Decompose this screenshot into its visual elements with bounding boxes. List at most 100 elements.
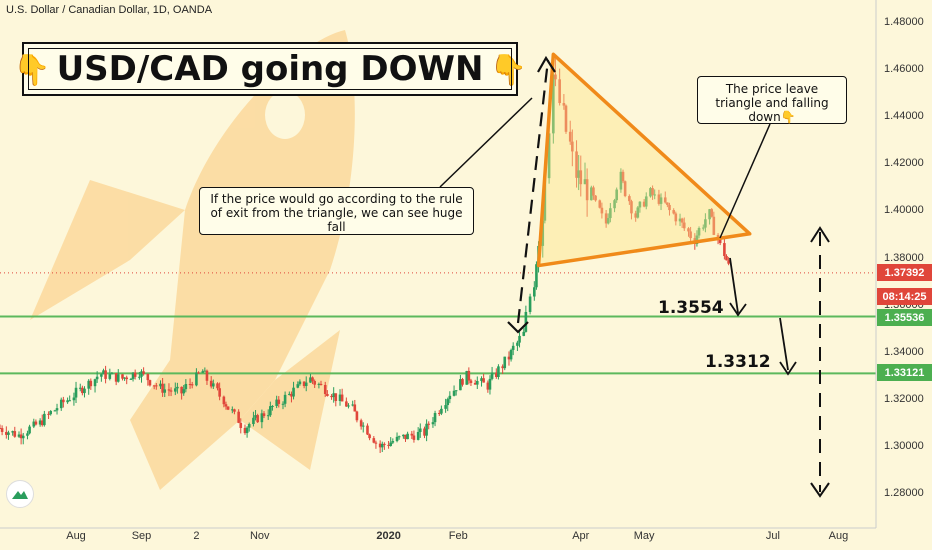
candle-body bbox=[446, 399, 450, 406]
candle-body bbox=[533, 287, 536, 297]
candle-body bbox=[524, 311, 528, 332]
candle-body bbox=[418, 428, 422, 432]
candle-body bbox=[330, 395, 333, 398]
candle-body bbox=[176, 386, 179, 389]
candle-body bbox=[340, 394, 344, 402]
candle-body bbox=[674, 213, 678, 222]
candle-body bbox=[600, 207, 604, 214]
candle-body bbox=[501, 366, 504, 369]
candle-body bbox=[142, 371, 145, 374]
candle-body bbox=[28, 426, 31, 434]
candle-body bbox=[288, 393, 291, 395]
arrow-to-level-1 bbox=[729, 257, 739, 314]
tradingview-logo-icon[interactable] bbox=[6, 480, 34, 508]
candle-body bbox=[226, 406, 230, 410]
rally-arrow-tip bbox=[537, 55, 556, 73]
candle-body bbox=[577, 170, 580, 178]
candle-body bbox=[547, 133, 551, 179]
callout-right-pointer bbox=[719, 123, 771, 239]
candle-body bbox=[368, 434, 371, 439]
candle-body bbox=[17, 434, 21, 437]
candle-body bbox=[89, 380, 93, 387]
x-tick-label: Sep bbox=[131, 530, 152, 542]
callout-left-pointer bbox=[439, 97, 533, 188]
y-tick-label: 1.48000 bbox=[884, 16, 924, 28]
y-tick-label: 1.46000 bbox=[884, 63, 924, 76]
candle-body bbox=[100, 374, 103, 377]
candle-body bbox=[687, 228, 690, 232]
candle-body bbox=[594, 195, 597, 201]
candle-body bbox=[309, 377, 312, 383]
candle-body bbox=[482, 378, 485, 383]
x-tick-label: Aug bbox=[66, 530, 86, 542]
candle-body bbox=[317, 383, 321, 385]
candle-body bbox=[613, 200, 616, 209]
candle-body bbox=[260, 413, 264, 423]
candle-body bbox=[666, 202, 669, 205]
candle-body bbox=[467, 370, 471, 381]
candle-body bbox=[188, 384, 192, 386]
candle-body bbox=[271, 405, 274, 407]
candle-body bbox=[704, 219, 707, 228]
candle-body bbox=[148, 380, 152, 386]
candle-body bbox=[366, 425, 369, 435]
candle-body bbox=[568, 131, 572, 142]
candle-body bbox=[146, 373, 150, 381]
candle-body bbox=[216, 383, 219, 389]
candle-body bbox=[697, 228, 701, 236]
candle-body bbox=[140, 371, 143, 377]
candle-body bbox=[630, 201, 633, 214]
x-tick-label: Aug bbox=[828, 530, 849, 542]
y-tick-label: 1.38000 bbox=[884, 251, 924, 264]
candle-body bbox=[509, 349, 513, 360]
candle-body bbox=[345, 401, 348, 407]
candle-body bbox=[296, 384, 300, 388]
candle-body bbox=[423, 428, 426, 436]
candle-body bbox=[606, 218, 610, 224]
candle-body bbox=[672, 210, 676, 214]
candle-body bbox=[182, 389, 186, 394]
candle-body bbox=[657, 194, 661, 204]
candle-body bbox=[231, 409, 234, 411]
candle-body bbox=[304, 382, 308, 387]
candle-body bbox=[161, 383, 164, 393]
candle-body bbox=[55, 408, 59, 411]
candle-body bbox=[108, 374, 112, 379]
candle-body bbox=[32, 421, 36, 427]
candle-body bbox=[562, 103, 566, 106]
y-tick-label: 1.42000 bbox=[884, 157, 924, 170]
candle-body bbox=[395, 436, 399, 442]
candle-body bbox=[416, 431, 420, 440]
candle-body bbox=[518, 335, 521, 343]
x-tick-label: Jul bbox=[765, 530, 780, 542]
candle-body bbox=[277, 399, 281, 404]
candle-body bbox=[298, 381, 302, 385]
candle-body bbox=[433, 412, 437, 423]
candle-body bbox=[619, 171, 623, 190]
candle-body bbox=[712, 216, 716, 235]
candle-body bbox=[465, 370, 469, 385]
candle-body bbox=[83, 388, 86, 394]
candle-body bbox=[81, 387, 84, 394]
candle-body bbox=[490, 372, 494, 379]
y-tick-label: 1.34000 bbox=[884, 345, 924, 358]
candle-body bbox=[663, 197, 667, 203]
candle-body bbox=[114, 373, 118, 382]
candle-body bbox=[353, 404, 357, 412]
candle-body bbox=[486, 382, 490, 390]
arrow-head-1 bbox=[729, 302, 747, 317]
candle-body bbox=[404, 434, 407, 440]
candle-body bbox=[26, 433, 29, 436]
candle-body bbox=[212, 383, 215, 387]
candle-body bbox=[452, 390, 456, 396]
candle-body bbox=[254, 415, 257, 418]
candle-body bbox=[725, 256, 728, 261]
candle-body bbox=[615, 189, 618, 201]
annotations bbox=[439, 52, 830, 498]
candle-body bbox=[195, 372, 198, 386]
candle-body bbox=[355, 411, 359, 421]
candle-body bbox=[110, 373, 114, 375]
callout-left: If the price would go according to the r… bbox=[199, 187, 474, 235]
